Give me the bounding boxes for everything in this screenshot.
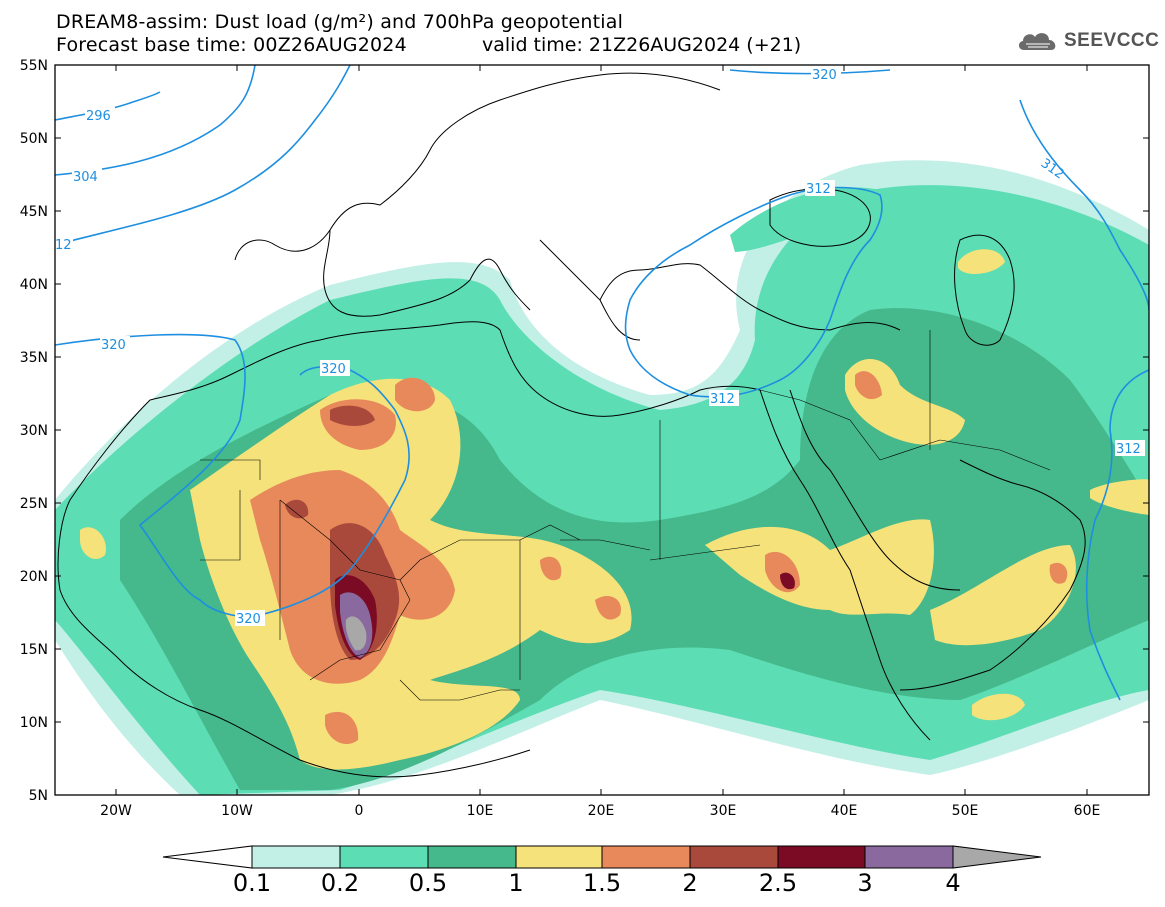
colorbar-label: 2.5 [758,869,798,897]
axis-ticks [55,64,1149,796]
colorbar-swatch [427,845,517,869]
colorbar-label: 4 [945,869,961,897]
colorbar-label: 1 [508,869,524,897]
colorbar-swatch [515,845,603,869]
colorbar-low-arrow [162,845,253,869]
dust-level-1.5-guinea [325,711,359,745]
lat-label: 55N [20,58,48,74]
lat-label: 5N [29,788,48,804]
colorbar-swatch [689,845,779,869]
africa-coast [57,321,761,778]
colorbar-high-arrow [952,845,1042,869]
dust-load-field [55,160,1149,795]
lon-label: 60E [1074,803,1101,819]
lat-label: 45N [20,204,48,220]
caspian-coast [954,234,1015,346]
colorbar-swatch [339,845,429,869]
contour-label: 312 [710,392,735,407]
lon-label: 20W [100,803,132,819]
lat-label: 20N [20,569,48,585]
contour-label: 320 [236,612,261,627]
redsea-coast [759,389,961,741]
dust-level-1-mauritania [80,527,106,560]
lon-label: 10E [467,803,494,819]
contour-label: 320 [101,338,126,353]
forecast-base-time: Forecast base time: 00Z26AUG2024 [56,34,407,56]
map-title: DREAM8-assim: Dust load (g/m²) and 700hP… [56,11,624,33]
colorbar-swatch [601,845,691,869]
lat-label: 40N [20,277,48,293]
dust-level-1-yemen [972,693,1025,721]
dust-level-2-wsahara [285,499,309,519]
contour-label: 12 [55,238,72,253]
lon-label: 20E [588,803,615,819]
lat-label: 15N [20,642,48,658]
dust-level-2.5-arabia [780,572,795,590]
coastlines-and-borders [57,72,1086,778]
valid-time: valid time: 21Z26AUG2024 (+21) [482,34,802,56]
contour-320-west [55,333,410,618]
lat-label: 30N [20,423,48,439]
lon-label: 0 [355,803,364,819]
colorbar [162,845,1042,869]
colorbar-label: 0.1 [232,869,272,897]
colorbar-label: 2 [682,869,698,897]
lon-label: 40E [831,803,858,819]
contour-label: 296 [86,109,111,124]
colorbar-label: 0.2 [320,869,360,897]
lon-label: 30E [710,803,737,819]
longitude-labels: 20W 10W 0 10E 20E 30E 40E 50E 60E [100,803,1100,819]
dust-level-1.5-chad [540,556,562,581]
lat-label: 50N [20,131,48,147]
contour-312-ne [1019,99,1149,311]
dust-level-1.5-sudan [595,595,621,620]
lat-label: 10N [20,715,48,731]
contour-312-west [55,65,351,246]
cloud-icon [1018,33,1056,50]
seevccc-logo: SEEVCCC [1016,27,1159,55]
contour-label: 312 [1116,442,1141,457]
contour-296 [55,91,161,121]
dust-level-2-north [330,405,375,426]
contour-label: 304 [73,170,98,185]
lon-label: 50E [952,803,979,819]
colorbar-swatch [251,845,341,869]
dust-level-1-pakistan [1090,479,1149,515]
lat-label: 35N [20,350,48,366]
contour-312-se [1085,369,1149,701]
lon-label: 10W [221,803,253,819]
contour-320-top [729,69,891,75]
colorbar-swatch [864,845,954,869]
colorbar-label: 1.5 [582,869,622,897]
contour-labels: 296 304 12 320 320 320 312 312 320 312 3… [55,66,1145,627]
latitude-labels: 55N 50N 45N 40N 35N 30N 25N 20N 15N 10N … [20,58,48,804]
dust-level-1.5-ne [395,377,435,412]
dust-level-1-arabia2 [930,545,1076,646]
dust-level-0.2-turkey [730,187,1140,260]
arabia-coast [899,459,1086,691]
colorbar-swatch [777,845,866,869]
colorbar-label: 3 [857,869,873,897]
dust-level-4 [345,616,367,651]
colorbar-label: 0.5 [408,869,448,897]
contour-label: 320 [812,68,837,83]
lat-label: 25N [20,496,48,512]
contour-label: 312 [806,182,831,197]
contour-label: 320 [321,362,346,377]
borders [200,330,1051,701]
logo-text: SEEVCCC [1064,30,1160,51]
dust-level-1-caspian [958,249,1005,274]
dust-level-1.5-iraq [855,371,882,400]
dust-level-1.5-oman [1049,562,1068,584]
contour-label: 312 [1038,156,1067,183]
europe-coast [234,72,901,341]
